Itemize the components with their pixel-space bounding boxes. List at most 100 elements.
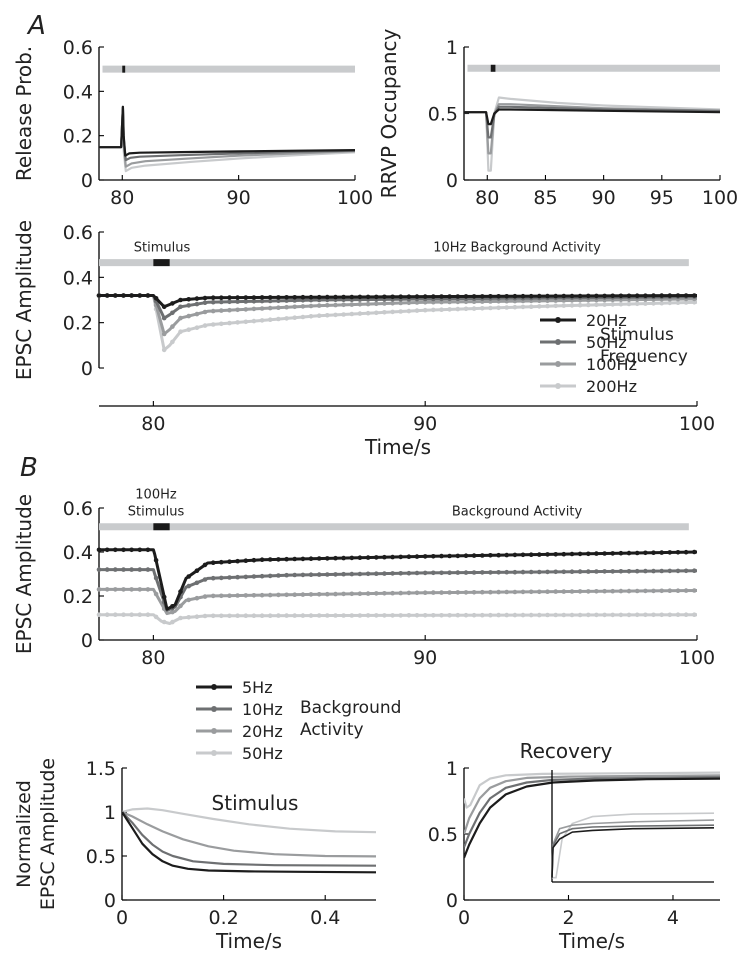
series-point [439, 299, 444, 305]
series-point [553, 303, 558, 309]
series-point [528, 612, 534, 618]
series-point [610, 588, 615, 594]
series-point [153, 614, 159, 620]
series-point [129, 567, 134, 572]
series-point [170, 619, 175, 625]
series-point [365, 294, 371, 300]
series-point [422, 300, 428, 305]
series-point [194, 568, 200, 573]
series-point [267, 298, 273, 304]
series-point [267, 295, 273, 300]
series-point [202, 295, 208, 301]
series-point [300, 556, 306, 562]
series-point [267, 613, 273, 618]
series-point [618, 550, 624, 556]
series-point [675, 550, 681, 555]
y-tick-label: 1 [446, 758, 458, 780]
legend-title-line: Activity [300, 720, 364, 740]
series-point [161, 331, 167, 337]
series-point [594, 612, 599, 618]
series-point [545, 612, 550, 618]
series-point [349, 302, 355, 307]
series-point [398, 309, 404, 314]
series-point [422, 294, 428, 299]
series-point [308, 592, 314, 597]
series-point [431, 570, 436, 576]
series-point [414, 590, 420, 596]
series-point [96, 612, 102, 617]
series-point [251, 593, 257, 598]
series-point [316, 572, 322, 577]
series-point [626, 588, 632, 594]
series-point [463, 306, 469, 312]
series-point [300, 592, 306, 597]
series-point [276, 557, 281, 562]
y-axis-label-line: EPSC Amplitude [37, 758, 59, 910]
series-point [349, 613, 355, 618]
series-point [365, 555, 371, 560]
series-point [512, 293, 518, 299]
series-point [520, 569, 526, 575]
series-point [480, 612, 485, 618]
series-point [104, 293, 110, 298]
series-point [455, 570, 461, 575]
series-point [227, 575, 232, 580]
x-tick-label: 80 [141, 413, 165, 435]
series-point [447, 570, 452, 575]
series-point [251, 318, 257, 324]
series-point [480, 294, 485, 299]
series-point [219, 308, 224, 313]
series-point [553, 589, 558, 594]
series-point [594, 302, 599, 308]
series-point [186, 574, 191, 579]
series-point [104, 547, 110, 553]
series-point [121, 567, 126, 572]
series-point [300, 304, 306, 309]
series-point [357, 555, 363, 560]
series-point [178, 329, 183, 335]
series-point [382, 591, 387, 596]
series-point [284, 572, 289, 578]
series-point [667, 588, 673, 593]
series-point [471, 570, 477, 575]
bar-label-left-line: 100Hz [135, 488, 177, 503]
series-point [178, 615, 183, 621]
series-point [153, 296, 159, 301]
series-point [594, 293, 599, 299]
y-tick-label: 0.4 [63, 267, 93, 289]
series-point [325, 313, 330, 318]
series-point [553, 612, 558, 618]
series-point [267, 305, 273, 311]
y-tick-label: 0.6 [63, 498, 93, 520]
series-point [390, 554, 395, 560]
series-point [659, 550, 664, 555]
y-tick-label: 1 [446, 37, 458, 59]
series-point [634, 568, 640, 574]
series-point [528, 569, 534, 575]
series-point [447, 299, 452, 305]
series-point [251, 557, 257, 563]
chart-B_epsc: 0 0.2 0.4 0.6 80 90 100 EPSC Amplitude Backgroun… [12, 488, 715, 763]
y-tick-label: 0.5 [428, 104, 458, 126]
series-point [512, 304, 518, 310]
series-point [626, 550, 632, 556]
panel-label-b: B [20, 453, 38, 483]
series-point [243, 319, 249, 325]
series-point [186, 297, 191, 302]
series-point [626, 612, 632, 618]
series-point [406, 300, 412, 306]
series-point [284, 592, 289, 598]
series-point [129, 587, 134, 592]
series-point [634, 588, 640, 594]
series-point [104, 587, 110, 592]
series-point [374, 301, 379, 307]
series-point [528, 304, 534, 310]
y-tick-label: 0.2 [63, 586, 93, 608]
series-point [292, 315, 298, 321]
series-point [659, 293, 664, 298]
series-point [113, 587, 118, 592]
series-point [219, 559, 224, 565]
series-point [569, 551, 575, 557]
x-tick-label: 90 [592, 187, 616, 209]
y-tick-label: 0 [446, 890, 458, 912]
